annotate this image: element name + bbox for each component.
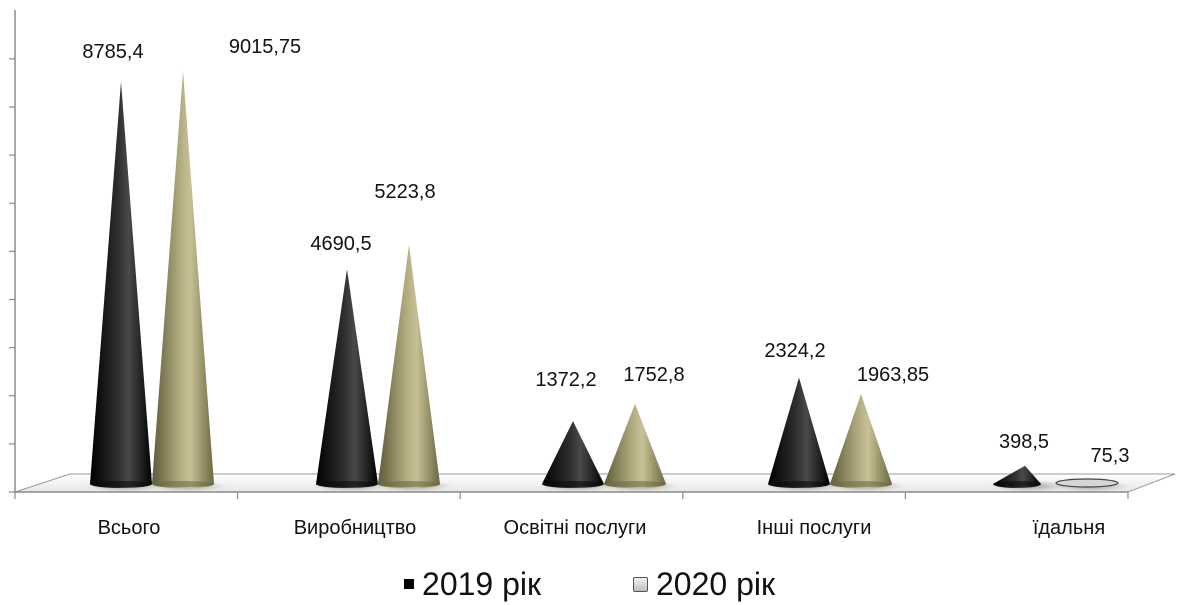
cone-2019 (768, 377, 830, 488)
data-label: 1752,8 (623, 364, 684, 386)
cone-2019 (542, 421, 604, 488)
cone-2020 (830, 394, 892, 488)
category-label: Всього (98, 517, 161, 539)
cone-base (993, 481, 1041, 487)
cone-base (542, 481, 604, 487)
legend-item-2019: 2019 рік (404, 566, 541, 603)
cones (86, 71, 1130, 492)
legend-label-2019: 2019 рік (422, 565, 541, 602)
cone-2020 (1055, 478, 1119, 488)
cone-base (316, 481, 378, 487)
data-label: 9015,75 (229, 36, 301, 58)
legend-swatch-2019 (404, 579, 415, 589)
cone-base (830, 481, 892, 487)
cone-base (604, 481, 666, 487)
data-label: 8785,4 (82, 41, 143, 63)
data-label: 398,5 (999, 431, 1049, 453)
category-label: Інші послуги (757, 517, 872, 539)
legend-item-2020: 2020 рік (633, 566, 775, 603)
legend: 2019 рік 2020 рік (0, 566, 1179, 602)
data-label: 75,3 (1091, 445, 1130, 467)
cone-2020 (604, 403, 666, 488)
data-label: 2324,2 (764, 340, 825, 362)
cone-2019 (316, 269, 378, 488)
category-labels: Всього Виробництво Освітні послуги Інші пос… (98, 517, 1106, 539)
cone-2019 (90, 81, 152, 489)
legend-swatch-2020 (633, 576, 648, 592)
category-label: Освітні послуги (504, 517, 647, 539)
data-label: 1372,2 (535, 369, 596, 391)
category-label: їдальня (1032, 517, 1105, 539)
data-labels: 8785,4 4690,5 1372,2 2324,2 398,5 9015,75 5223… (82, 36, 1129, 467)
cone-base (152, 481, 214, 487)
category-label: Виробництво (294, 517, 417, 539)
legend-label-2020: 2020 рік (656, 565, 775, 602)
data-label: 4690,5 (310, 233, 371, 255)
cone-2020 (378, 244, 440, 488)
data-label: 5223,8 (374, 181, 435, 203)
cone-base (378, 481, 440, 487)
data-label: 1963,85 (857, 364, 929, 386)
cone-2020 (152, 71, 214, 488)
cone-base (90, 481, 152, 487)
cone-base (768, 481, 830, 487)
axis-ticks (9, 58, 1129, 499)
